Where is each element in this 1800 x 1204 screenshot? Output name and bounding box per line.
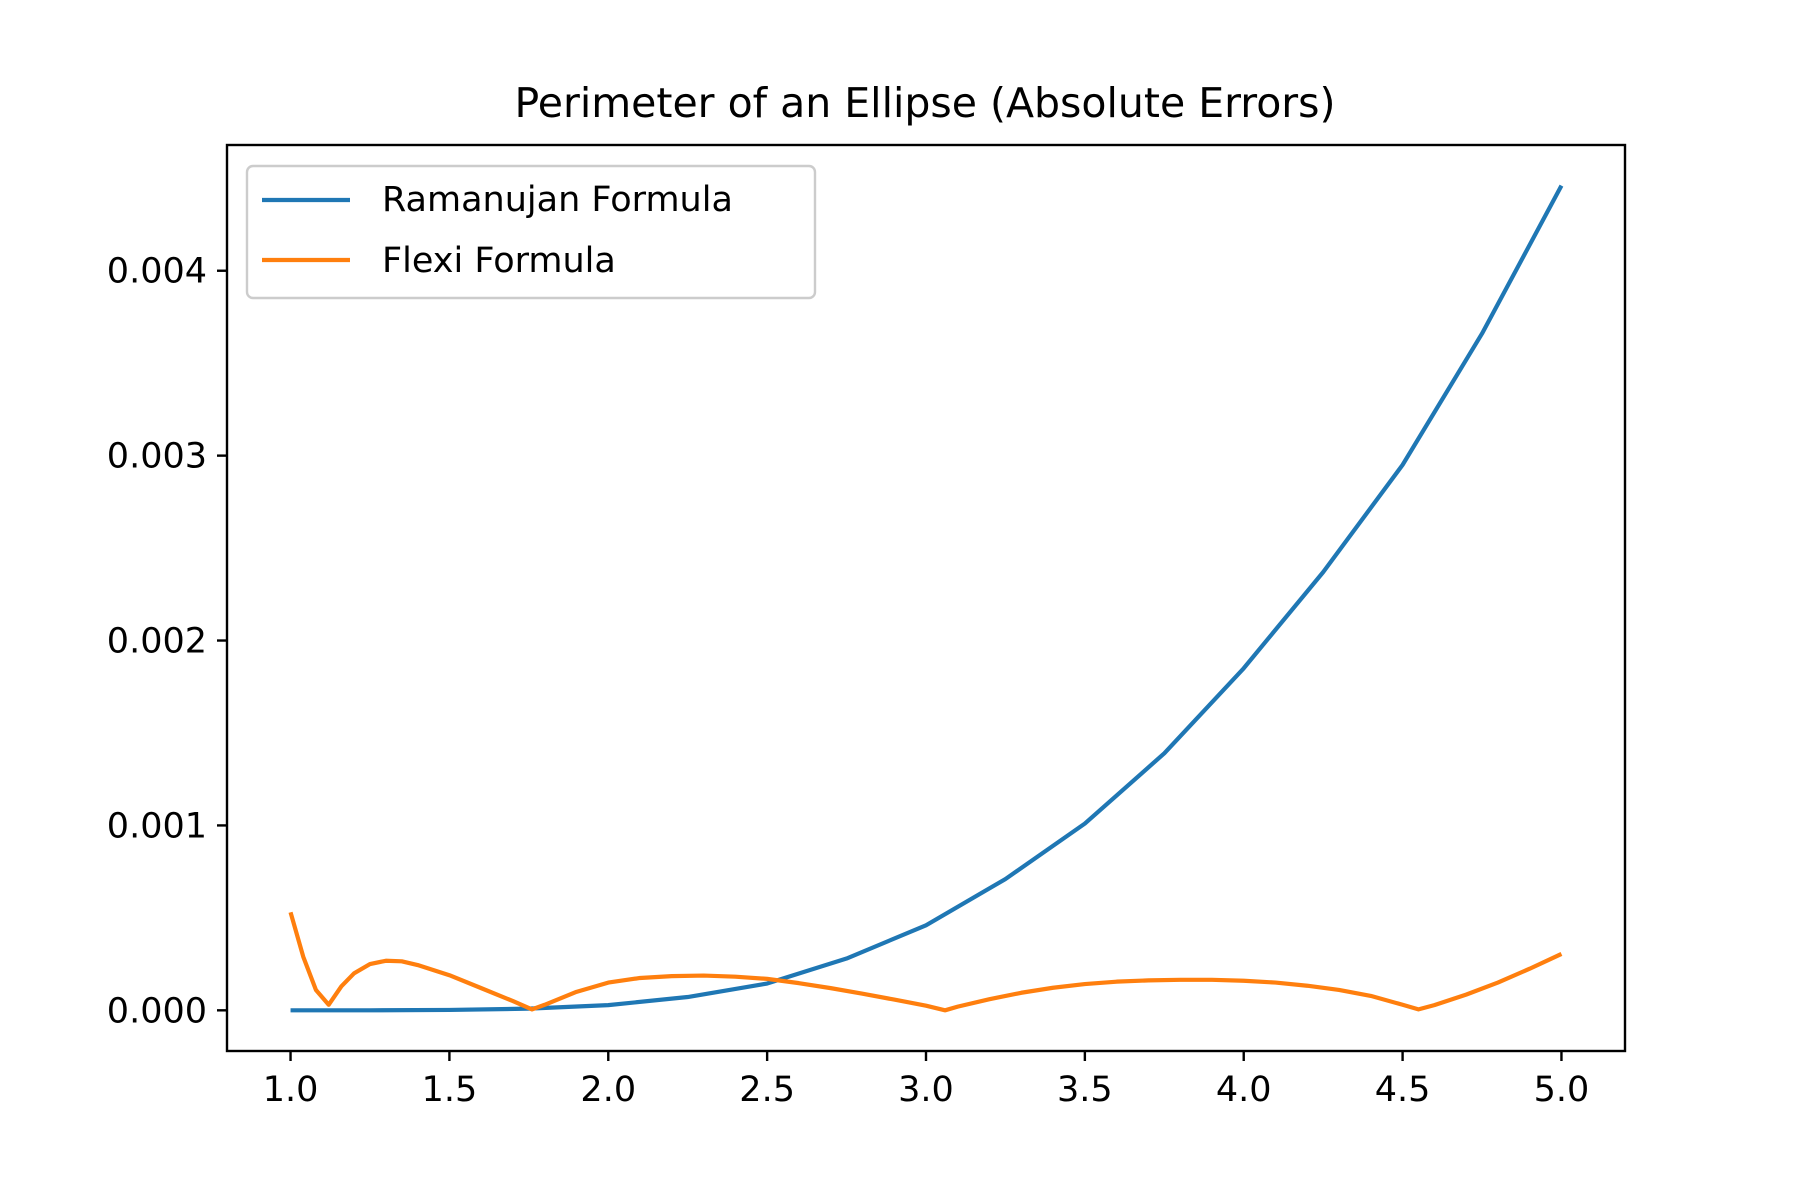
y-tick-label: 0.003	[107, 437, 207, 477]
x-tick-label: 1.0	[263, 1070, 319, 1110]
y-tick-label: 0.001	[107, 806, 207, 846]
legend-label-flexi: Flexi Formula	[382, 241, 616, 281]
x-axis: 1.0 1.5 2.0 2.5 3.0 3.5 4.0 4.5 5.0	[263, 1051, 1590, 1110]
y-tick-label: 0.000	[107, 991, 207, 1031]
x-tick-label: 1.5	[422, 1070, 478, 1110]
y-tick-label: 0.002	[107, 622, 207, 662]
x-tick-label: 4.0	[1216, 1070, 1272, 1110]
x-tick-label: 2.5	[739, 1070, 795, 1110]
x-tick-label: 2.0	[580, 1070, 636, 1110]
legend: Ramanujan Formula Flexi Formula	[245, 164, 817, 300]
x-tick-label: 4.5	[1375, 1070, 1431, 1110]
legend-box	[245, 164, 817, 300]
x-tick-label: 3.0	[898, 1070, 954, 1110]
x-tick-label: 3.5	[1057, 1070, 1113, 1110]
x-tick-label: 5.0	[1534, 1070, 1590, 1110]
series-line-ramanujan	[290, 184, 1564, 1013]
series-layer	[288, 184, 1564, 1013]
series-line-flexi	[288, 911, 1563, 1013]
chart-title: Perimeter of an Ellipse (Absolute Errors…	[514, 79, 1335, 127]
y-tick-label: 0.004	[107, 252, 207, 292]
legend-label-ramanujan: Ramanujan Formula	[382, 180, 733, 220]
y-axis: 0.000 0.001 0.002 0.003 0.004	[107, 252, 227, 1031]
